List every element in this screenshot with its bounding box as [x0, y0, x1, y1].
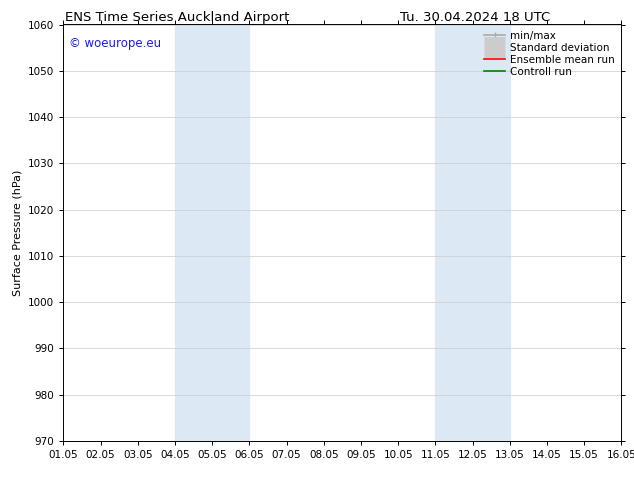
Bar: [436, 24, 510, 441]
Y-axis label: Surface Pressure (hPa): Surface Pressure (hPa): [13, 170, 23, 296]
Legend: min/max, Standard deviation, Ensemble mean run, Controll run: min/max, Standard deviation, Ensemble me…: [481, 27, 618, 80]
Text: © woeurope.eu: © woeurope.eu: [69, 37, 161, 50]
Bar: [175, 24, 249, 441]
Text: ENS Time Series Auckland Airport: ENS Time Series Auckland Airport: [65, 11, 290, 24]
Text: Tu. 30.04.2024 18 UTC: Tu. 30.04.2024 18 UTC: [401, 11, 550, 24]
